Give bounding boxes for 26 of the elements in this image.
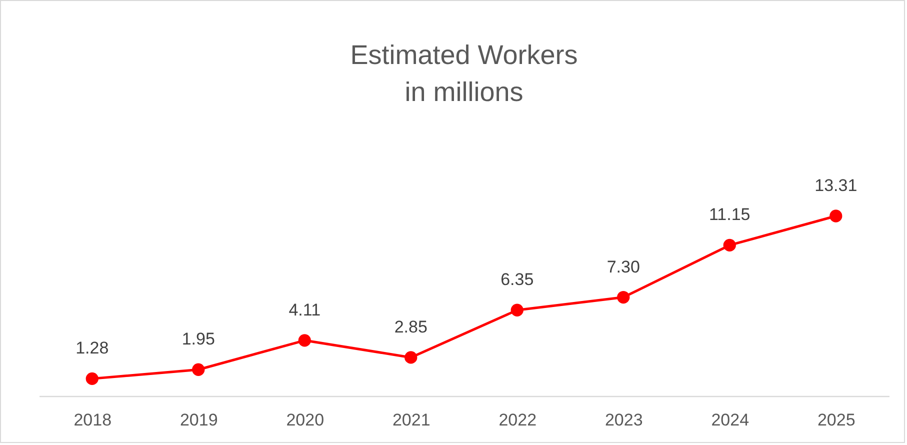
x-tick-label: 2023 <box>604 410 643 430</box>
x-tick-label: 2024 <box>711 410 750 430</box>
data-label: 2.85 <box>394 317 428 336</box>
chart-subtitle: in millions <box>404 77 524 107</box>
x-tick-label: 2020 <box>286 410 324 430</box>
point <box>723 238 736 252</box>
data-label: 1.95 <box>182 330 215 349</box>
point <box>617 290 630 304</box>
x-tick-label: 2018 <box>74 410 112 430</box>
x-tick-label: 2022 <box>498 410 537 430</box>
data-label: 4.11 <box>288 300 321 320</box>
point <box>86 372 98 385</box>
chart-title: Estimated Workers <box>350 40 578 70</box>
data-label: 7.30 <box>606 257 640 276</box>
point <box>830 210 842 222</box>
point <box>404 351 418 364</box>
data-label: 11.15 <box>708 205 750 224</box>
data-label: 6.35 <box>500 270 534 290</box>
point <box>510 304 524 316</box>
point <box>298 334 311 347</box>
x-tick-label: 2025 <box>817 410 856 430</box>
x-tick-label: 2019 <box>180 410 218 430</box>
point <box>192 363 205 376</box>
data-label: 1.28 <box>76 338 109 358</box>
x-tick-label: 2021 <box>392 410 430 430</box>
data-label: 13.31 <box>814 176 858 195</box>
